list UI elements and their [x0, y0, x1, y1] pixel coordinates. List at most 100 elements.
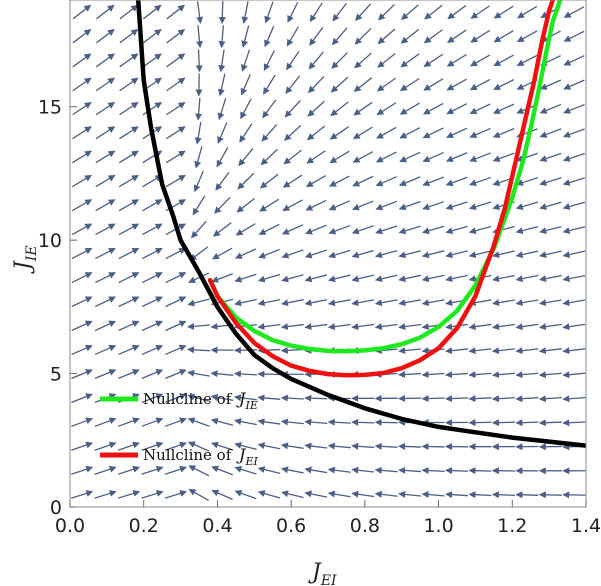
y-tick-label: 15 [38, 97, 62, 119]
vector-arrow [261, 124, 278, 142]
vector-arrow [563, 103, 585, 114]
vector-arrow [329, 175, 350, 187]
vector-arrow [374, 466, 398, 474]
vector-arrow [401, 4, 419, 20]
vector-arrow [217, 122, 228, 144]
vector-arrow [141, 465, 164, 475]
vector-arrow [280, 418, 304, 426]
vector-arrow [285, 75, 301, 94]
vector-arrow [422, 102, 444, 115]
vector-arrow [327, 466, 351, 474]
vector-arrow [71, 369, 93, 379]
vector-arrow [281, 490, 304, 499]
vector-arrow [539, 226, 562, 234]
vector-arrow [469, 103, 491, 114]
vector-arrow [352, 126, 373, 140]
vector-arrow [210, 417, 234, 426]
vector-arrow [515, 347, 539, 355]
vector-arrow [399, 127, 421, 139]
vector-arrow [516, 30, 538, 43]
vector-arrow [445, 201, 468, 211]
x-axis-ticks: 0.0 0.2 0.4 0.6 0.8 1.0 1.2 1.4 [55, 500, 601, 537]
vector-arrow [118, 174, 139, 188]
vector-arrow [306, 150, 326, 164]
vector-arrow [234, 442, 257, 450]
vector-arrow [331, 27, 348, 46]
vector-arrow [327, 442, 351, 450]
vector-arrow [118, 199, 140, 212]
y-tick-label: 10 [38, 230, 62, 252]
vector-arrow [398, 200, 421, 211]
vector-arrow [95, 126, 116, 140]
vector-arrow [398, 299, 422, 307]
vector-arrow [562, 419, 586, 427]
vector-arrow [355, 3, 372, 21]
vector-arrow [240, 49, 251, 72]
vector-arrow [328, 224, 351, 235]
vector-arrow [304, 442, 328, 450]
vector-arrow [165, 296, 187, 308]
vector-arrow [562, 371, 586, 379]
vector-arrow [352, 200, 374, 211]
vector-arrow [257, 442, 281, 450]
vector-arrow [95, 174, 116, 188]
vector-arrow [563, 30, 585, 42]
vector-arrow [352, 175, 374, 187]
vector-arrow [141, 296, 163, 308]
vector-arrow [468, 395, 492, 403]
vector-arrow [329, 126, 350, 140]
vector-arrow [71, 296, 93, 308]
vector-arrow [281, 466, 304, 474]
vector-arrow [165, 417, 187, 427]
vector-arrow [421, 274, 445, 283]
vector-arrow [353, 77, 373, 92]
vector-arrow [119, 53, 139, 68]
vector-arrow [72, 77, 92, 92]
x-tick-label: 0.8 [350, 515, 380, 537]
vector-arrow [351, 490, 375, 498]
vector-arrow [283, 149, 302, 165]
vector-arrow [351, 299, 375, 307]
vector-arrow [187, 322, 211, 330]
vector-arrow [351, 274, 375, 283]
vector-arrow [142, 29, 162, 44]
vector-arrow [118, 150, 139, 164]
vector-arrow [218, 25, 226, 49]
vector-arrow [141, 344, 164, 356]
vector-arrow [95, 29, 115, 44]
vector-arrow [142, 174, 163, 188]
vector-arrow [119, 4, 139, 20]
vector-arrow [398, 371, 422, 379]
vector-arrow [304, 466, 328, 474]
vector-arrow [94, 344, 117, 356]
vector-arrow [281, 249, 304, 259]
vector-arrow [164, 465, 187, 475]
vector-arrow [286, 26, 299, 47]
vector-arrow [423, 78, 444, 91]
vector-arrow [491, 419, 515, 427]
vector-arrow [351, 249, 374, 259]
vector-arrow [351, 466, 375, 474]
vector-arrow [353, 101, 373, 116]
vector-arrow [516, 54, 538, 66]
vector-arrow [263, 50, 275, 72]
vector-arrow [398, 347, 422, 355]
vector-arrow [280, 442, 304, 450]
vector-arrow [119, 29, 139, 44]
vector-arrow [94, 490, 117, 499]
vector-arrow [71, 272, 93, 284]
vector-arrow [468, 371, 492, 379]
vector-arrow [71, 223, 93, 236]
x-tick-label: 1.4 [571, 515, 601, 537]
vector-arrow [262, 99, 277, 119]
vector-arrow [306, 125, 326, 141]
vector-arrow [257, 273, 281, 283]
vector-arrow [258, 248, 280, 259]
vector-arrow [446, 78, 467, 91]
vector-arrow [423, 29, 443, 44]
vector-arrow [378, 3, 395, 21]
vector-arrow [492, 250, 515, 259]
vector-arrow [187, 346, 211, 354]
vector-arrow [72, 150, 92, 164]
